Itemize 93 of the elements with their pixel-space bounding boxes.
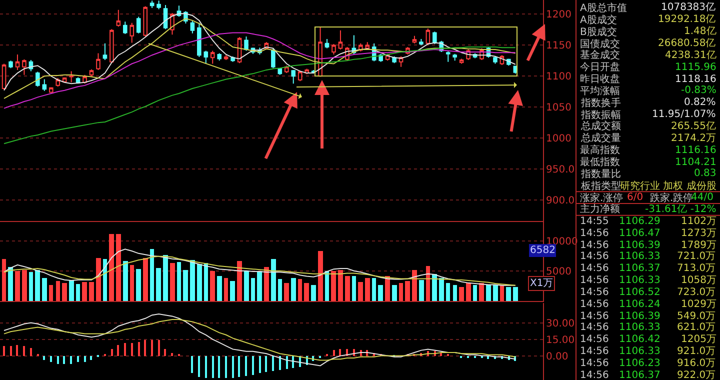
y-tick-label: 1200 [546,10,572,21]
text: 1078383亿 [661,2,716,13]
text: 1.48亿 [684,26,716,37]
category-label: 总成交量 [580,132,621,144]
text: 1058万 [681,275,716,286]
category-label: 指数量比 [580,168,621,180]
y-tick-label: 1000 [546,134,572,145]
text: 4238.31亿 [665,50,716,61]
text: 14:56 [580,275,609,286]
text: -0.83% [681,85,716,96]
text: 916.0万 [677,358,716,369]
text: 26680.58亿 [658,38,716,49]
y-tick-label: 950.0 [546,164,575,176]
text: 1029万 [681,299,716,310]
category-label: 昨日收盘 [580,73,620,85]
text: X1万 [530,278,554,289]
text: 265.55亿 [671,121,716,132]
text: 1106.33 [619,322,660,333]
text: 14:56 [580,358,609,369]
category-label: B股成交 [580,26,617,38]
text: 44/0 [691,192,714,203]
y-tick-label: 30.00 [546,318,575,330]
text: 1273万 [681,228,716,239]
text: 1106.33 [619,251,660,262]
text: 1106.29 [619,216,660,227]
y-tick-label: 1050 [546,102,572,114]
text: 11.95/1.07% [652,109,716,120]
category-label: 主力净额 [580,203,620,215]
text: 1106.24 [619,299,660,310]
text: 713.0万 [677,263,716,274]
category-label: 指数换手 [580,97,621,109]
y-tick-label: 15.00 [546,334,575,346]
text: 14:56 [580,322,609,333]
text: 1789万 [681,240,716,251]
text: 19292.18亿 [658,14,716,25]
text: 921.0万 [677,346,716,357]
text: 1116.16 [675,145,716,156]
text: 1205万 [681,334,716,345]
y-tick-label: 1150 [546,40,572,52]
text: 6/0 [627,192,644,203]
text: 14:56 [580,240,609,251]
text: 1106.37 [619,370,660,380]
text: 14:56 [580,299,609,310]
category-label: 今日开盘 [580,61,620,73]
text: 14:56 [580,334,609,345]
text: 549.0万 [677,311,716,322]
text: 14:56 [580,370,609,380]
text: 14:56 [580,311,609,322]
text: 1106.23 [619,358,660,369]
text: 721.0万 [677,251,716,262]
text: 1115.96 [675,62,716,73]
text: 14:56 [580,228,609,239]
text: 14:56 [580,287,609,298]
text: 2174.2万 [671,133,716,144]
text: 6582 [530,245,556,256]
category-label: 跌家.跌停 [650,192,694,204]
text: 922.0万 [677,370,716,380]
category-label: 国债成交 [580,38,620,50]
category-label: 最高指数 [580,144,620,156]
text: 723.0万 [677,287,716,298]
text: -31.61亿 -12% [645,204,716,215]
text: 研究行业 加权 成份股 [620,181,716,192]
text: 1106.52 [619,287,660,298]
y-tick-label: 1100 [546,72,572,83]
text: 0.83 [694,168,716,179]
y-tick-label: 0.00 [546,351,568,362]
text: 14:55 [580,216,609,227]
text: 1106.37 [619,263,660,274]
text: 1104.21 [675,157,716,168]
text: 1118.16 [675,74,716,85]
text: 14:56 [580,346,609,357]
text: 621.0万 [677,322,716,333]
category-label: 板指类型 [580,180,621,192]
text: 1106.42 [619,334,660,345]
text: 0.82% [684,97,716,108]
text: 1106.39 [619,240,660,251]
y-tick-label: 900.0 [546,195,575,206]
text: 14:56 [580,251,609,262]
text: 1106.33 [619,346,660,357]
y-tick-label: 5000 [546,266,572,278]
text: 1106.39 [619,311,660,322]
category-label: 平均涨幅 [580,85,620,97]
text: 1102万 [681,216,716,227]
text: 1106.47 [619,228,660,239]
category-label: 最低指数 [580,156,620,168]
category-label: 总成交额 [580,120,621,132]
category-label: A股成交 [580,14,617,26]
text: 1106.33 [619,275,660,286]
category-label: 涨家.涨停 [580,192,624,204]
category-label: A股总市值 [580,2,627,14]
category-label: 基金成交 [580,49,620,61]
category-label: 指数振幅 [580,109,621,121]
text: 14:56 [580,263,609,274]
